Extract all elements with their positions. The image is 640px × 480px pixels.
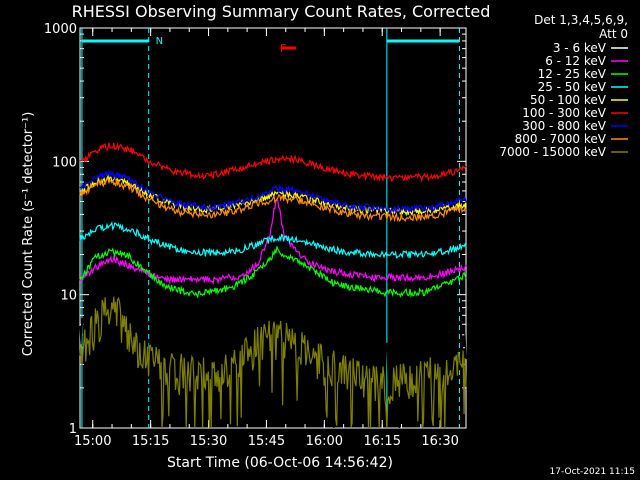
legend-header-2: Att 0: [599, 27, 628, 41]
x-tick-label: 15:45: [248, 434, 285, 449]
series-line: [79, 170, 467, 215]
legend-label: 7000 - 15000 keV: [499, 145, 606, 159]
legend-label: 25 - 50 keV: [538, 80, 607, 94]
plot-frame: [79, 27, 467, 429]
legend-header-1: Det 1,3,4,5,6,9,: [534, 13, 628, 27]
legend-label: 300 - 800 keV: [522, 119, 606, 133]
legend-label: 50 - 100 keV: [530, 93, 607, 107]
series-line: [79, 142, 467, 183]
legend-label: 3 - 6 keV: [553, 41, 607, 55]
x-tick-label: 15:00: [74, 434, 111, 449]
flare-flag: F: [280, 42, 286, 55]
chart-title: RHESSI Observing Summary Count Rates, Co…: [72, 2, 491, 21]
y-tick-label: 1000: [44, 22, 77, 37]
plot-area: 1 10 100 1000 15:00 15:15 15:30 15:45 16:00 16:15…: [44, 22, 467, 449]
night-flag: N: [156, 36, 163, 47]
x-axis-label: Start Time (06-Oct-06 14:56:42): [167, 455, 393, 471]
x-tick-label: 16:15: [364, 434, 401, 449]
series-line: [79, 174, 467, 217]
x-tick-label: 16:30: [421, 434, 458, 449]
y-tick-label: 10: [60, 289, 77, 304]
y-tick-label: 100: [52, 155, 77, 170]
series-line: [79, 246, 467, 299]
legend-label: 800 - 7000 keV: [515, 132, 607, 146]
x-tick-label: 15:15: [132, 434, 169, 449]
legend-label: 100 - 300 keV: [522, 106, 606, 120]
series-line: [79, 296, 467, 429]
y-axis-label: Corrected Count Rate (s⁻¹ detector⁻¹): [21, 112, 36, 357]
series-line: [79, 227, 467, 429]
series-line: [79, 178, 467, 223]
x-tick-label: 16:00: [306, 434, 343, 449]
footer-timestamp: 17-Oct-2021 11:15: [550, 467, 635, 477]
x-tick-label: 15:30: [190, 434, 227, 449]
legend-label: 6 - 12 keV: [545, 54, 607, 68]
y-tick-label: 1: [69, 422, 77, 437]
legend-label: 12 - 25 keV: [538, 67, 607, 81]
series-line: [79, 220, 467, 259]
series-line: [79, 198, 467, 285]
